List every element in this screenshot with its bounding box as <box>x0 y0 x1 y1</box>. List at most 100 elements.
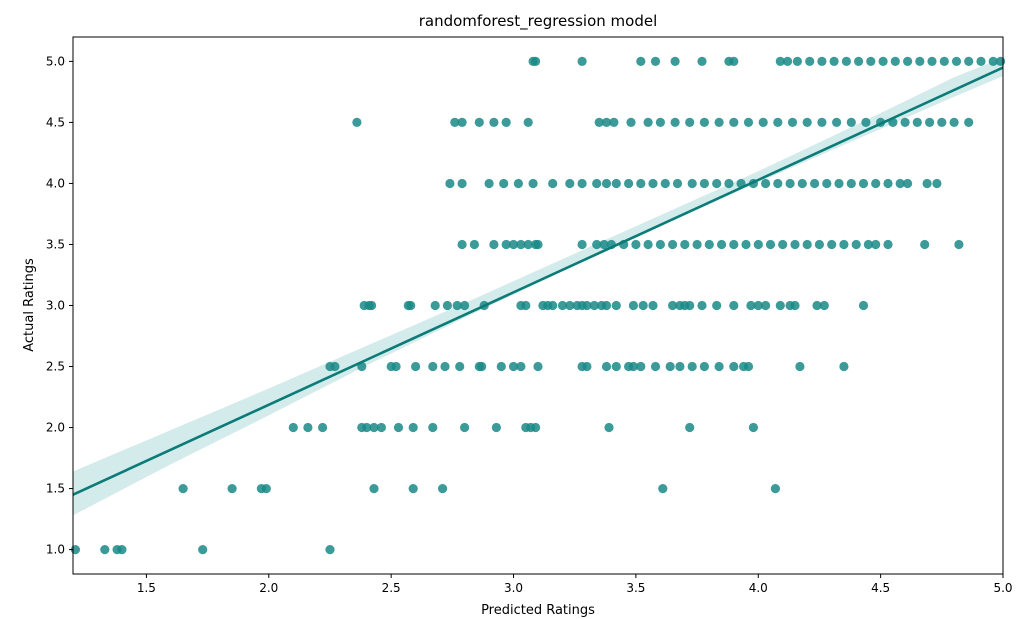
data-point <box>648 178 658 189</box>
data-point <box>668 239 678 250</box>
data-point <box>675 361 685 372</box>
data-point <box>827 239 837 250</box>
data-point <box>516 361 526 372</box>
data-point <box>523 117 533 127</box>
data-point <box>812 300 822 311</box>
data-point <box>976 56 986 66</box>
data-point <box>954 239 964 250</box>
data-point <box>699 361 710 372</box>
data-point <box>548 178 558 189</box>
data-point <box>761 178 771 189</box>
data-point <box>712 300 722 311</box>
data-point <box>712 178 722 189</box>
y-axis-label: Actual Ratings <box>22 258 37 352</box>
data-point <box>628 361 639 372</box>
data-point <box>548 300 558 311</box>
data-point <box>753 239 763 250</box>
data-point <box>589 300 599 311</box>
x-tick-label: 2.0 <box>259 581 278 595</box>
data-point <box>198 545 208 555</box>
data-point <box>687 178 697 189</box>
y-tick-label: 1.5 <box>46 482 65 496</box>
data-point <box>795 361 805 372</box>
data-point <box>523 239 533 250</box>
data-point <box>577 239 587 250</box>
data-point <box>508 361 519 372</box>
y-tick-label: 3.0 <box>46 299 65 313</box>
data-point <box>592 178 602 189</box>
data-point <box>499 178 509 189</box>
data-point <box>513 178 524 189</box>
data-point <box>178 484 188 494</box>
data-point <box>469 239 479 250</box>
data-point <box>565 300 575 311</box>
data-point <box>871 239 881 250</box>
plot-area <box>70 56 1006 555</box>
y-tick-label: 4.5 <box>46 115 65 129</box>
data-point <box>611 178 621 189</box>
data-point <box>839 239 849 250</box>
data-point <box>729 117 739 127</box>
data-point <box>457 178 467 189</box>
data-point <box>330 361 340 372</box>
data-point <box>753 300 763 311</box>
data-point <box>643 239 653 250</box>
data-point <box>685 117 695 127</box>
data-point <box>352 117 362 127</box>
data-point <box>531 422 541 433</box>
data-point <box>866 56 876 66</box>
data-point <box>609 117 619 127</box>
data-point <box>822 178 832 189</box>
data-point <box>729 56 739 66</box>
data-point <box>832 117 842 127</box>
x-tick-label: 4.0 <box>749 581 768 595</box>
x-axis-label: Predicted Ratings <box>481 603 595 618</box>
y-tick-label: 2.0 <box>46 421 65 435</box>
confidence-band <box>73 57 1003 516</box>
y-tick-label: 4.0 <box>46 176 65 190</box>
data-point <box>477 361 487 372</box>
data-point <box>883 239 893 250</box>
data-point <box>261 484 271 494</box>
data-point <box>817 56 827 66</box>
data-point <box>773 117 783 127</box>
data-point <box>318 422 328 433</box>
data-point <box>601 178 612 189</box>
data-point <box>814 239 825 250</box>
axes: 1.5 2.0 2.5 3.0 3.5 4.0 4.5 5.0 1.0 1.5 2.0 2.5 3.0 3… <box>46 36 1013 595</box>
data-point <box>685 300 695 311</box>
data-point <box>601 117 612 127</box>
data-point <box>851 239 861 250</box>
data-point <box>680 239 690 250</box>
data-point <box>442 300 452 311</box>
data-point <box>802 239 812 250</box>
data-point <box>778 239 788 250</box>
data-point <box>594 117 604 127</box>
data-point <box>100 545 110 555</box>
data-point <box>846 117 856 127</box>
data-point <box>592 239 602 250</box>
data-point <box>937 117 947 127</box>
data-point <box>533 239 543 250</box>
data-point <box>474 117 484 127</box>
data-point <box>636 361 646 372</box>
data-point <box>577 178 587 189</box>
data-point <box>528 178 538 189</box>
data-point <box>699 178 710 189</box>
data-point <box>790 300 800 311</box>
data-point <box>746 300 756 311</box>
data-point <box>648 300 658 311</box>
data-point <box>863 239 874 250</box>
data-point <box>670 56 680 66</box>
data-point <box>440 361 450 372</box>
data-point <box>927 56 937 66</box>
data-point <box>699 117 710 127</box>
data-point <box>714 117 724 127</box>
data-point <box>792 56 803 66</box>
data-point <box>636 178 646 189</box>
data-point <box>697 300 707 311</box>
data-point <box>391 361 401 372</box>
data-point <box>455 361 465 372</box>
data-point <box>668 300 678 311</box>
x-tick-label: 1.5 <box>137 581 156 595</box>
